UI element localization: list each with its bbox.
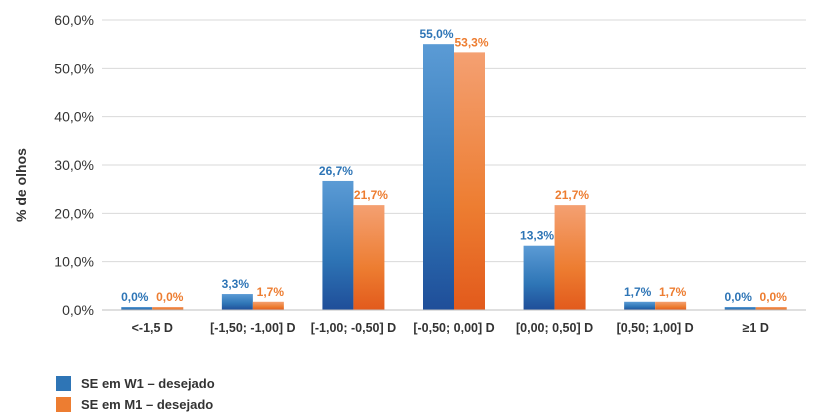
bar xyxy=(152,307,184,310)
legend-label: SE em M1 – desejado xyxy=(81,397,213,412)
data-label: 1,7% xyxy=(659,285,687,299)
legend: SE em W1 – desejado SE em M1 – desejado xyxy=(56,376,215,412)
y-tick-label: 60,0% xyxy=(54,12,94,28)
data-label: 1,7% xyxy=(624,285,652,299)
bar xyxy=(252,301,284,310)
data-label: 53,3% xyxy=(454,35,488,49)
data-label: 21,7% xyxy=(354,188,388,202)
data-label: 0,0% xyxy=(725,290,753,304)
data-label: 0,0% xyxy=(121,290,149,304)
data-label: 13,3% xyxy=(520,229,554,243)
x-tick-label: [-1,50; -1,00] D xyxy=(210,321,295,335)
bar xyxy=(221,294,253,310)
bar xyxy=(554,205,586,310)
y-tick-label: 0,0% xyxy=(62,302,94,318)
bar xyxy=(624,301,656,310)
data-label: 0,0% xyxy=(760,290,788,304)
bar xyxy=(353,205,385,310)
x-tick-label: [0,00; 0,50] D xyxy=(516,321,593,335)
data-label: 26,7% xyxy=(319,164,353,178)
legend-swatch xyxy=(56,376,71,391)
legend-swatch xyxy=(56,397,71,412)
bars xyxy=(121,44,787,311)
axes: 0,0% 10,0% 20,0% 30,0% 40,0% 50,0% 60,0% <-1,5 … xyxy=(54,12,806,335)
bar xyxy=(423,44,454,311)
y-tick-label: 10,0% xyxy=(54,254,94,270)
y-tick-label: 30,0% xyxy=(54,157,94,173)
bar xyxy=(724,307,756,310)
x-tick-label: <-1,5 D xyxy=(132,321,173,335)
data-label: 1,7% xyxy=(257,285,285,299)
data-labels: 0,0% 0,0%3,3%1,7%26,7%21,7%55,0%53,3%13,3… xyxy=(121,27,787,304)
data-label: 21,7% xyxy=(555,188,589,202)
data-label: 55,0% xyxy=(419,27,453,41)
y-axis-label: % de olhos xyxy=(13,148,29,222)
data-label: 0,0% xyxy=(156,290,184,304)
bar xyxy=(322,180,354,310)
bar xyxy=(755,307,787,310)
data-label: 3,3% xyxy=(222,277,250,291)
x-tick-label: [-0,50; 0,00] D xyxy=(413,321,494,335)
bar xyxy=(454,52,485,311)
bar xyxy=(523,245,555,310)
bar xyxy=(121,307,153,310)
x-tick-label: [0,50; 1,00] D xyxy=(617,321,694,335)
bar xyxy=(655,301,687,310)
x-tick-label: [-1,00; -0,50] D xyxy=(311,321,396,335)
y-tick-label: 20,0% xyxy=(54,205,94,221)
legend-label: SE em W1 – desejado xyxy=(81,376,215,391)
y-tick-label: 50,0% xyxy=(54,60,94,76)
y-tick-label: 40,0% xyxy=(54,109,94,125)
x-tick-label: ≥1 D xyxy=(743,321,769,335)
